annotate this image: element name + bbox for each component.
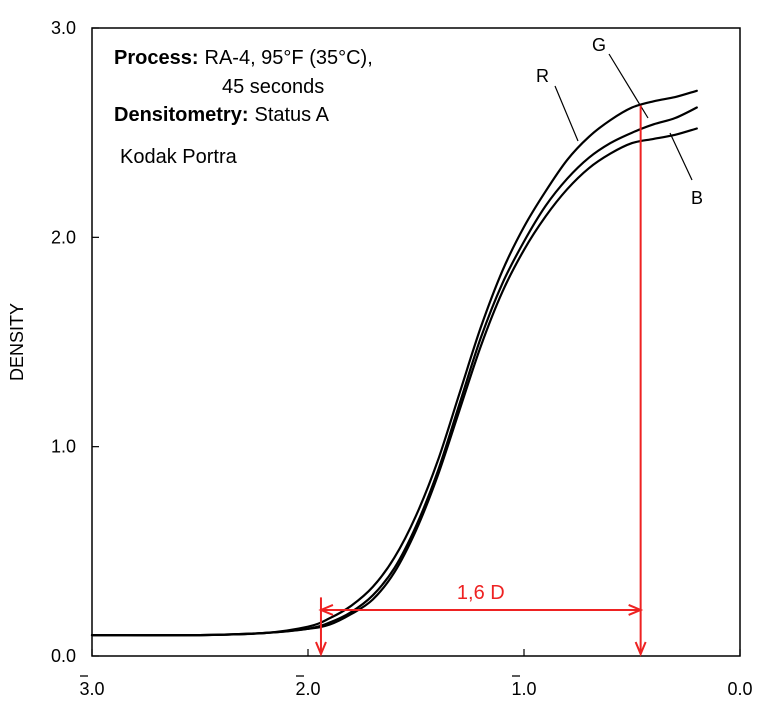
x-tick-label: 3.0 bbox=[79, 679, 104, 699]
x-tick-label: 1.0 bbox=[511, 679, 536, 699]
range-arrow-right-head bbox=[628, 604, 644, 616]
process-value-2: 45 seconds bbox=[222, 76, 324, 98]
series-line-b bbox=[90, 127, 698, 637]
series-lines bbox=[90, 89, 698, 637]
densitometry-value: Status A bbox=[254, 104, 329, 126]
process-value: RA-4, 95°F (35°C), bbox=[205, 47, 373, 69]
y-axis-ticks: 0.0 1.0 2.0 3.0 bbox=[51, 18, 99, 666]
range-right-arrow bbox=[634, 641, 647, 657]
svg-text:Process:RA-4, 95°F (35°C),: Process: RA-4, 95°F (35°C), bbox=[114, 47, 373, 69]
range-left-arrow bbox=[315, 641, 327, 657]
y-tick-label: 0.0 bbox=[51, 646, 76, 666]
process-note: Process: RA-4, 95°F (35°C), 45 seconds De… bbox=[114, 47, 373, 168]
series-label-r: R bbox=[536, 66, 549, 86]
y-axis-title: DENSITY bbox=[7, 303, 27, 381]
density-range-annotation bbox=[315, 105, 647, 657]
density-range-label: 1,6 D bbox=[457, 582, 505, 604]
process-label: Process: bbox=[114, 47, 199, 69]
range-arrow-left-head bbox=[318, 604, 334, 616]
film-name: Kodak Portra bbox=[120, 146, 238, 168]
x-tick-label: 2.0 bbox=[295, 679, 320, 699]
x-tick-label: 0.0 bbox=[727, 679, 752, 699]
series-label-g: G bbox=[592, 35, 606, 55]
y-tick-label: 1.0 bbox=[51, 437, 76, 457]
x-axis-ticks: 3.0 2.0 1.0 0.0 bbox=[79, 649, 753, 699]
series-line-r bbox=[90, 89, 698, 637]
series-leader-b bbox=[669, 132, 693, 181]
series-label-b: B bbox=[691, 188, 703, 208]
y-tick-label: 2.0 bbox=[51, 227, 76, 247]
svg-text:Densitometry:Status A: Densitometry: Status A bbox=[114, 104, 330, 126]
y-tick-label: 3.0 bbox=[51, 18, 76, 38]
series-leader-r bbox=[554, 85, 579, 142]
densitometry-label: Densitometry: bbox=[114, 104, 248, 126]
